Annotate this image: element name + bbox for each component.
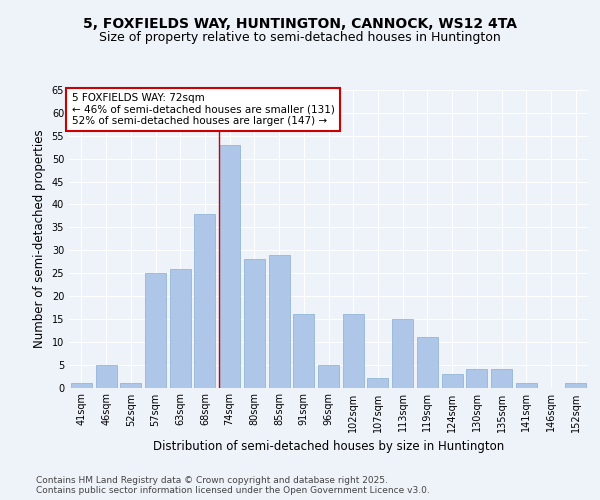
Bar — [219, 145, 240, 388]
Bar — [244, 260, 265, 388]
Bar — [565, 383, 586, 388]
Text: 5, FOXFIELDS WAY, HUNTINGTON, CANNOCK, WS12 4TA: 5, FOXFIELDS WAY, HUNTINGTON, CANNOCK, W… — [83, 18, 517, 32]
Bar — [95, 364, 116, 388]
Bar — [293, 314, 314, 388]
Bar — [442, 374, 463, 388]
Bar — [170, 268, 191, 388]
Bar — [120, 383, 141, 388]
Bar — [71, 383, 92, 388]
X-axis label: Distribution of semi-detached houses by size in Huntington: Distribution of semi-detached houses by … — [153, 440, 504, 453]
Text: Contains HM Land Registry data © Crown copyright and database right 2025.
Contai: Contains HM Land Registry data © Crown c… — [36, 476, 430, 496]
Bar — [343, 314, 364, 388]
Bar — [417, 337, 438, 388]
Bar — [194, 214, 215, 388]
Bar — [466, 369, 487, 388]
Bar — [367, 378, 388, 388]
Bar — [318, 364, 339, 388]
Bar — [269, 255, 290, 388]
Text: Size of property relative to semi-detached houses in Huntington: Size of property relative to semi-detach… — [99, 31, 501, 44]
Bar — [516, 383, 537, 388]
Bar — [392, 319, 413, 388]
Y-axis label: Number of semi-detached properties: Number of semi-detached properties — [33, 130, 46, 348]
Text: 5 FOXFIELDS WAY: 72sqm
← 46% of semi-detached houses are smaller (131)
52% of se: 5 FOXFIELDS WAY: 72sqm ← 46% of semi-det… — [71, 93, 334, 126]
Bar — [491, 369, 512, 388]
Bar — [145, 273, 166, 388]
